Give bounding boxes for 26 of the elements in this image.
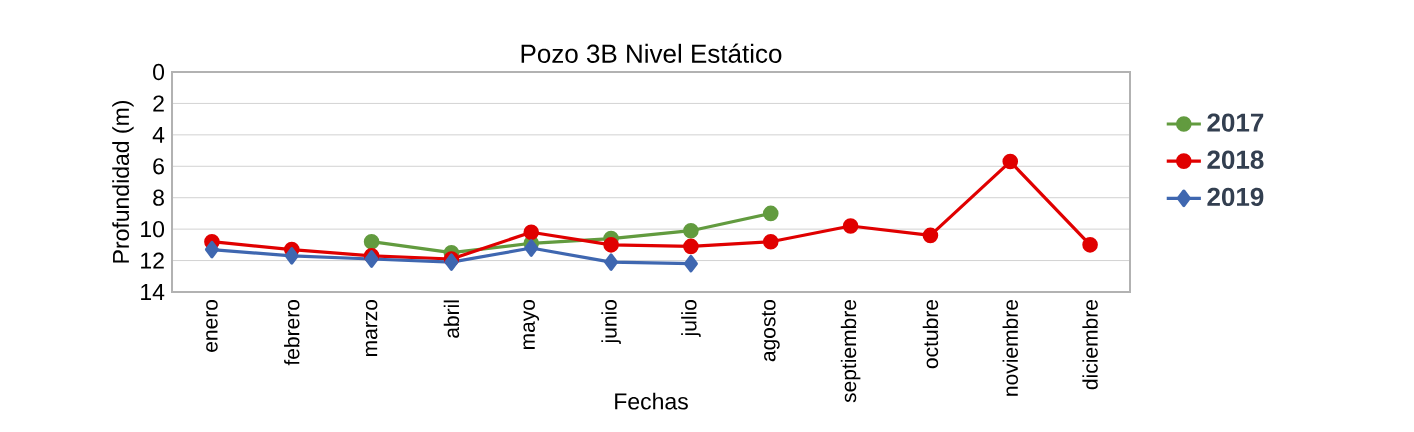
legend-label: 2019 [1207,187,1264,207]
chart-title: Pozo 3B Nivel Estático [521,43,782,63]
x-tick-label: julio [681,299,701,337]
y-tick-label: 14 [141,284,165,300]
x-tick-label: octubre [922,300,939,369]
x-tick-label: septiembre [840,300,861,403]
y-tick-label: 6 [153,158,164,175]
x-tick-label: agosto [761,299,780,362]
legend-label: 2017 [1207,113,1264,132]
x-tick-label: mayo [523,299,540,350]
y-tick-label: 8 [153,189,164,206]
x-axis-title: Fechas [615,392,688,410]
x-tick-label: diciembre [1082,300,1098,390]
x-tick-label: junio [601,299,621,344]
y-tick-label: 12 [141,252,164,269]
legend-label: 2018 [1207,150,1264,169]
y-tick-label: 4 [152,126,165,143]
x-tick-label: enero [206,299,218,352]
x-tick-label: noviembre [1002,300,1018,396]
y-tick-label: 0 [153,63,165,81]
y-axis-title: Profundidad (m) [112,101,134,263]
x-tick-label: febrero [284,299,300,366]
x-tick-label: marzo [365,299,378,357]
x-tick-label: abril [443,300,460,338]
y-tick-label: 10 [141,220,165,238]
y-tick-label: 2 [153,95,164,112]
